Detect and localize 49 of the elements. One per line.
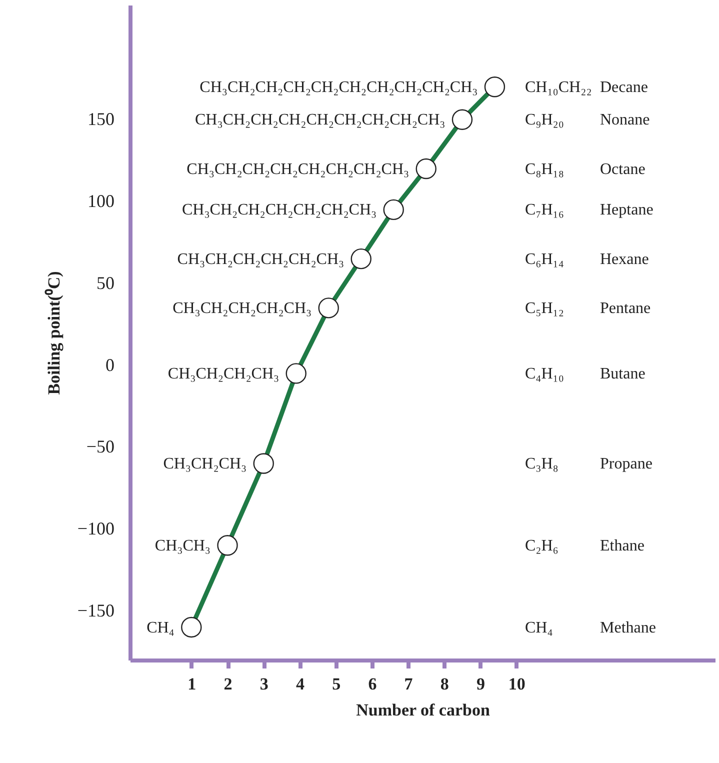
annotation: CH₃CH₂CH₂CH₂CH₃ — [172, 300, 312, 317]
x-tick-label: 10 — [508, 674, 526, 694]
annotation: Propane — [600, 456, 652, 472]
annotation: Pentane — [600, 300, 651, 317]
annotation: CH₃CH₂CH₂CH₂CH₂CH₂CH₂CH₃ — [186, 160, 410, 178]
x-tick-label: 3 — [260, 674, 268, 694]
annotation: Nonane — [600, 112, 650, 129]
annotation: C₅H₁₂ — [525, 300, 564, 317]
x-tick-label: 2 — [224, 674, 232, 694]
annotation: Heptane — [600, 202, 654, 219]
annotation: Methane — [600, 619, 656, 636]
x-tick-label: 7 — [404, 674, 414, 694]
y-tick-label: 0 — [106, 354, 114, 375]
x-axis-title: Number of carbon — [356, 700, 490, 720]
annotation: CH₄ — [146, 619, 175, 636]
y-tick-label: 150 — [88, 109, 114, 130]
annotation: CH₃CH₃ — [154, 537, 210, 554]
x-tick-label: 6 — [368, 674, 377, 694]
x-tick-label: 9 — [476, 674, 486, 694]
annotation: CH₃CH₂CH₂CH₂CH₂CH₂CH₃ — [182, 202, 377, 219]
annotation: C₃H₈ — [525, 456, 558, 472]
y-tick-label: −100 — [77, 518, 114, 538]
x-tick-label: 4 — [296, 674, 305, 694]
annotation: Butane — [600, 365, 646, 382]
annotation: CH₃CH₂CH₂CH₂CH₂CH₃ — [177, 250, 344, 268]
annotation: Decane — [600, 78, 648, 96]
annotation: C₄H₁₀ — [525, 365, 564, 382]
y-axis-title: Boiling point(⁰C) — [44, 271, 64, 395]
annotation: CH₃CH₂CH₂CH₃ — [168, 365, 280, 382]
annotation: C₉H₂₀ — [525, 112, 564, 129]
annotation: C₂H₆ — [525, 537, 558, 554]
annotation: CH₁₀CH₂₂ — [525, 78, 592, 96]
annotation: Octane — [600, 160, 646, 178]
x-tick-label: 8 — [440, 674, 449, 694]
y-tick-label: 100 — [88, 191, 114, 211]
annotation: Hexane — [600, 250, 649, 268]
y-tick-label: −50 — [86, 436, 114, 457]
annotation: CH₄ — [525, 619, 554, 636]
y-tick-label: 50 — [96, 272, 114, 293]
annotation: C₇H₁₆ — [525, 202, 564, 219]
x-tick-label: 1 — [188, 674, 196, 694]
annotation: C₈H₁₈ — [525, 160, 564, 178]
y-tick-label: −150 — [77, 600, 114, 620]
annotation: CH₃CH₂CH₂CH₂CH₂CH₂CH₂CH₂CH₃ — [194, 112, 446, 129]
annotation: C₆H₁₄ — [525, 250, 564, 268]
x-tick-label: 5 — [332, 674, 341, 694]
annotation: Ethane — [600, 537, 644, 554]
annotation: CH₃CH₂CH₃ — [163, 456, 247, 472]
annotation: CH₃CH₂CH₂CH₂CH₂CH₂CH₂CH₂CH₂CH₃ — [200, 78, 478, 96]
